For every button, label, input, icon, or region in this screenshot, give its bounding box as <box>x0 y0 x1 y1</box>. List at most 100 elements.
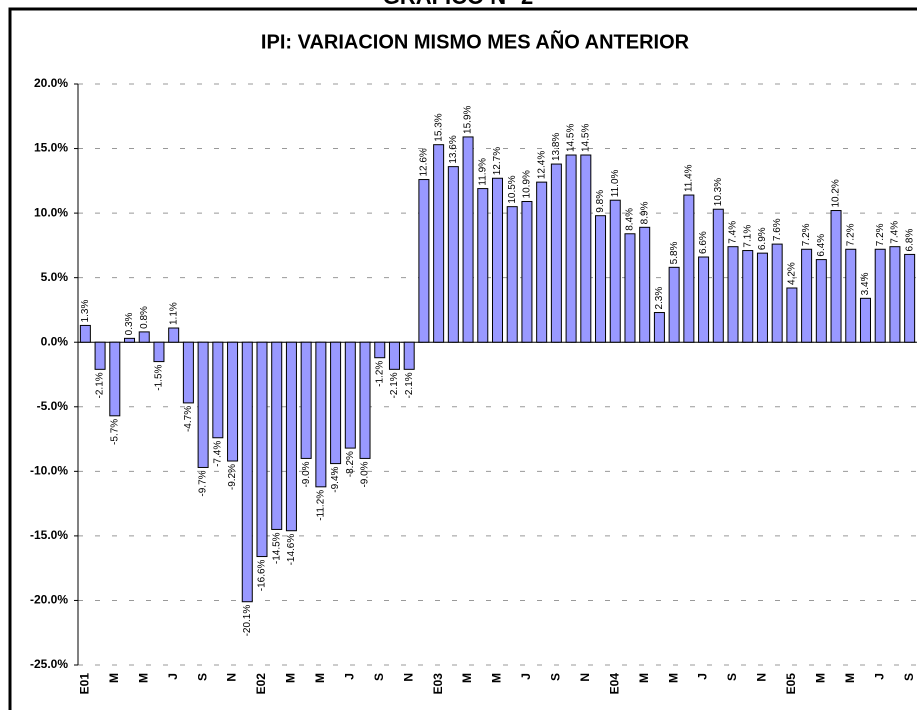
value-label: 11.4% <box>683 164 694 192</box>
value-label: 14.5% <box>580 124 591 152</box>
bar <box>859 297 871 343</box>
bar <box>153 341 165 363</box>
value-label: 7.2% <box>845 223 856 246</box>
value-label: 4.2% <box>787 262 798 285</box>
value-label: -2.1% <box>389 372 400 398</box>
y-tick-label: -20.0% <box>30 593 68 607</box>
value-label: 12.4% <box>536 151 547 179</box>
x-tick-label: M <box>284 673 298 683</box>
value-label: 3.4% <box>860 272 871 295</box>
value-label: -14.6% <box>286 534 297 566</box>
bar <box>536 181 548 343</box>
bar <box>109 341 121 417</box>
bar <box>653 312 665 343</box>
bar <box>565 154 577 343</box>
value-label: 7.4% <box>728 221 739 244</box>
value-label: 8.9% <box>639 201 650 224</box>
value-label: 7.4% <box>890 221 901 244</box>
value-label: 11.0% <box>610 169 621 197</box>
x-tick-label: M <box>136 673 150 683</box>
value-label: 7.2% <box>875 223 886 246</box>
x-tick-label: E01 <box>78 673 92 695</box>
bar <box>418 179 430 343</box>
bar <box>138 331 150 343</box>
value-label: 1.1% <box>168 302 179 325</box>
value-label: 6.8% <box>904 229 915 252</box>
value-label: 0.8% <box>139 306 150 329</box>
x-tick-label: M <box>490 673 504 683</box>
bar <box>477 188 489 343</box>
value-label: 6.9% <box>757 227 768 250</box>
x-tick-label: J <box>872 673 886 680</box>
value-label: 10.9% <box>522 170 533 198</box>
bar <box>256 341 268 558</box>
x-tick-label: J <box>696 673 710 680</box>
bar <box>271 341 283 530</box>
bar <box>241 341 253 603</box>
bar <box>227 341 239 462</box>
x-tick-label: N <box>578 673 592 682</box>
x-tick-label: M <box>313 673 327 683</box>
value-label: 13.6% <box>448 135 459 163</box>
bar <box>727 246 739 343</box>
value-label: -5.7% <box>109 419 120 445</box>
value-label: 10.2% <box>831 179 842 207</box>
value-label: -9.4% <box>330 466 341 492</box>
value-label: -9.0% <box>301 461 312 487</box>
x-tick-label: N <box>225 673 239 682</box>
value-label: -8.2% <box>345 451 356 477</box>
bar <box>668 266 680 343</box>
bar <box>212 341 224 439</box>
value-label: -11.2% <box>316 490 327 521</box>
x-tick-label: M <box>843 673 857 683</box>
bar <box>447 166 459 343</box>
value-label: 10.3% <box>713 178 724 206</box>
x-tick-label: M <box>666 673 680 683</box>
x-tick-label: S <box>902 673 916 681</box>
value-label: -2.1% <box>404 372 415 398</box>
bar <box>889 246 901 343</box>
x-tick-label: E05 <box>784 673 798 695</box>
value-label: -9.0% <box>360 461 371 487</box>
bar <box>124 337 136 343</box>
x-tick-label: E02 <box>254 673 268 695</box>
value-label: -9.2% <box>227 464 238 490</box>
value-label: 6.4% <box>816 234 827 257</box>
x-tick-label: E03 <box>431 673 445 695</box>
value-label: -16.6% <box>257 559 268 591</box>
x-tick-label: J <box>166 673 180 680</box>
y-tick-label: -25.0% <box>30 657 68 671</box>
value-label: 8.4% <box>625 208 636 231</box>
y-tick-label: -10.0% <box>30 464 68 478</box>
bar <box>330 341 342 465</box>
value-label: -2.1% <box>95 372 106 398</box>
value-label: 5.8% <box>669 241 680 264</box>
value-label: 13.8% <box>551 133 562 161</box>
bar <box>742 250 754 343</box>
value-label: 6.6% <box>698 231 709 254</box>
bar <box>815 259 827 343</box>
y-tick-label: -15.0% <box>30 528 68 542</box>
y-tick-label: 5.0% <box>41 270 69 284</box>
bar <box>344 341 356 449</box>
bar <box>580 154 592 343</box>
bar <box>830 210 842 343</box>
value-label: 0.3% <box>124 312 135 335</box>
x-tick-label: M <box>637 673 651 683</box>
x-tick-label: N <box>401 673 415 682</box>
value-label: 10.5% <box>507 175 518 203</box>
bar <box>433 144 445 343</box>
bar <box>79 324 91 343</box>
value-label: -7.4% <box>212 441 223 467</box>
x-tick-label: J <box>342 673 356 680</box>
bar <box>756 252 768 343</box>
value-label: -1.2% <box>374 361 385 387</box>
value-label: -1.5% <box>154 364 165 390</box>
y-tick-label: 15.0% <box>34 141 68 155</box>
bar <box>315 341 327 488</box>
value-label: 1.3% <box>80 300 91 323</box>
bar <box>550 163 562 343</box>
x-tick-label: E04 <box>607 673 621 695</box>
x-tick-label: S <box>549 673 563 681</box>
